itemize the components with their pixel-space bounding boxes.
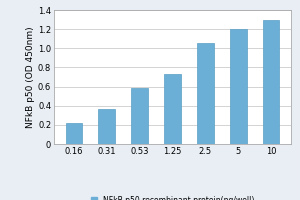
Bar: [131, 88, 148, 144]
Y-axis label: NFkB p50 (OD 450nm): NFkB p50 (OD 450nm): [26, 26, 35, 128]
Bar: [263, 20, 280, 144]
Bar: [65, 123, 82, 144]
Bar: [98, 109, 115, 144]
Bar: [230, 29, 247, 144]
Bar: [164, 74, 181, 144]
Bar: [197, 43, 214, 144]
Legend: NFkB p50 recombinant protein(ng/well): NFkB p50 recombinant protein(ng/well): [91, 196, 254, 200]
